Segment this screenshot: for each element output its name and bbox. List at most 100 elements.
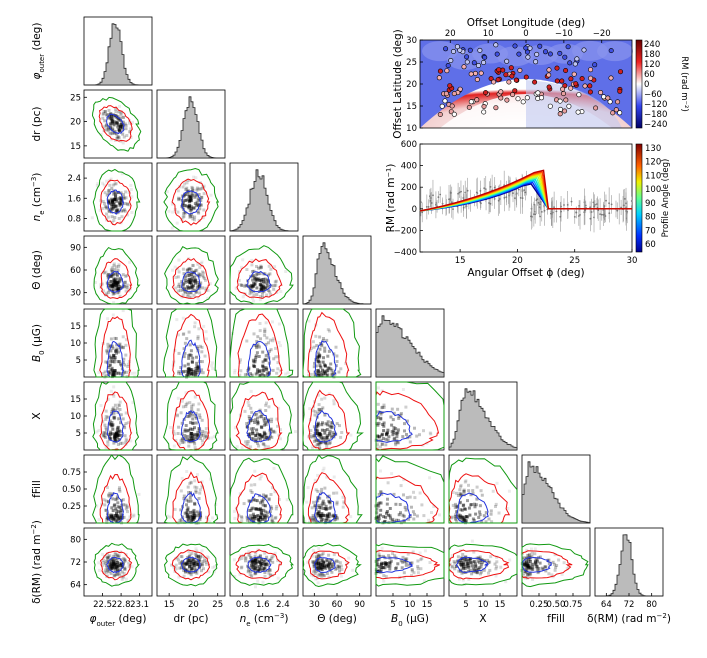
density-pixel — [115, 197, 119, 201]
density-pixel — [108, 201, 112, 205]
density-pixel — [377, 557, 381, 561]
map-data-point — [617, 69, 623, 75]
density-pixel — [111, 198, 115, 202]
density-pixel — [200, 368, 204, 372]
density-pixel — [101, 563, 105, 567]
density-pixel — [322, 507, 326, 510]
cell-frame — [83, 89, 153, 159]
density-pixel — [117, 488, 121, 492]
density-pixel — [323, 364, 327, 368]
density-pixel — [377, 435, 381, 439]
density-pixel — [108, 280, 112, 284]
density-pixel — [257, 277, 261, 281]
density-pixel — [189, 195, 193, 199]
density-pixel — [264, 409, 268, 412]
density-pixel — [428, 476, 432, 480]
density-pixel — [336, 560, 340, 564]
map-patch — [597, 41, 633, 62]
density-pixel — [181, 202, 185, 206]
density-pixel — [394, 502, 398, 506]
density-pixel — [317, 511, 321, 515]
profile-point — [537, 201, 540, 204]
density-pixel — [377, 554, 381, 558]
density-pixel — [257, 518, 261, 522]
map-colorbar-tick: −120 — [644, 100, 667, 110]
density-pixel — [261, 517, 264, 521]
density-pixel — [117, 128, 121, 132]
density-pixel — [428, 431, 432, 435]
density-pixel — [112, 206, 115, 210]
density-pixel — [110, 366, 114, 370]
density-pixel — [119, 123, 123, 127]
density-pixel — [394, 567, 397, 571]
density-pixel — [410, 561, 414, 565]
density-pixel — [114, 265, 118, 269]
density-pixel — [383, 566, 387, 570]
density-pixel — [114, 107, 117, 111]
density-pixel — [113, 129, 117, 133]
density-pixel — [106, 282, 110, 286]
density-pixel — [376, 415, 380, 419]
density-pixel — [194, 415, 198, 419]
density-pixel — [115, 121, 119, 125]
density-pixel — [196, 554, 200, 558]
density-pixel — [339, 435, 343, 439]
density-pixel — [393, 554, 397, 558]
y-axis-label-theta: Θ (deg) — [31, 250, 43, 290]
density-pixel — [210, 436, 214, 440]
map-data-point — [477, 47, 483, 53]
density-pixel — [259, 266, 263, 270]
y-tick-label: 10 — [70, 339, 81, 349]
density-pixel — [183, 286, 186, 290]
density-pixel — [527, 554, 531, 557]
density-pixel — [382, 424, 386, 428]
x-tick-label: 30 — [309, 600, 320, 610]
density-pixel — [111, 121, 115, 125]
density-pixel — [256, 421, 260, 425]
density-pixel — [181, 441, 184, 444]
density-pixel — [125, 439, 129, 443]
density-pixel — [246, 440, 250, 443]
density-pixel — [332, 402, 336, 406]
density-pixel — [106, 125, 110, 129]
density-pixel — [538, 555, 542, 559]
density-pixel — [399, 412, 403, 415]
density-pixel — [174, 276, 178, 279]
y-axis-label-phi_outer-unit: (deg) — [31, 23, 43, 54]
density-pixel — [461, 561, 465, 565]
density-pixel — [317, 509, 321, 513]
density-pixel — [258, 520, 262, 523]
density-pixel — [205, 515, 208, 519]
density-pixel — [194, 560, 198, 564]
density-pixel — [259, 561, 263, 565]
density-pixel — [249, 290, 253, 294]
density-pixel — [459, 493, 463, 497]
density-pixel — [181, 405, 185, 409]
density-pixel — [250, 284, 254, 288]
density-pixel — [200, 432, 204, 436]
density-pixel — [117, 136, 121, 140]
density-pixel — [314, 515, 318, 519]
density-pixel — [310, 346, 313, 350]
map-data-point — [588, 75, 594, 81]
density-pixel — [408, 435, 412, 439]
density-pixel — [188, 195, 192, 199]
density-pixel — [113, 279, 117, 283]
density-pixel — [117, 288, 121, 292]
density-pixel — [413, 512, 416, 516]
density-pixel — [336, 565, 340, 568]
density-pixel — [110, 516, 114, 519]
density-pixel — [117, 265, 121, 268]
density-pixel — [200, 562, 204, 566]
density-pixel — [394, 427, 398, 431]
density-pixel — [257, 436, 261, 440]
density-pixel — [183, 562, 187, 566]
density-pixel — [379, 490, 383, 494]
density-pixel — [315, 577, 319, 581]
density-pixel — [392, 492, 396, 496]
density-pixel — [109, 566, 113, 570]
density-pixel — [453, 561, 457, 565]
y-tick-label: 0.75 — [62, 468, 81, 478]
density-pixel — [122, 285, 126, 288]
density-pixel — [376, 435, 379, 439]
